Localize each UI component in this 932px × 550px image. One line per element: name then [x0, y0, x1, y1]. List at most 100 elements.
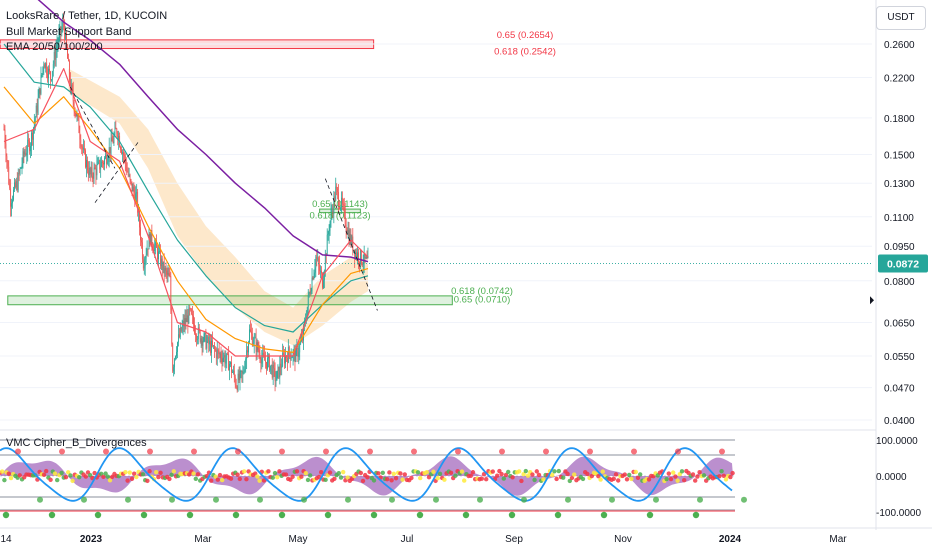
candle-body: [244, 369, 246, 372]
vwap-dot: [380, 470, 385, 476]
candle-body: [98, 160, 100, 162]
vwap-dot: [41, 472, 47, 478]
vwap-dot: [664, 476, 669, 482]
candle-body: [327, 234, 329, 236]
bottom-signal-dot: [370, 511, 378, 519]
candle-body: [238, 373, 240, 381]
vwap-dot: [336, 471, 341, 476]
vwap-dot: [147, 469, 152, 474]
sell-signal-dot: [59, 448, 65, 455]
bottom-signal-dot: [416, 511, 424, 519]
buy-signal-dot: [125, 496, 131, 503]
candle-body: [295, 348, 297, 362]
candle-body: [16, 181, 18, 191]
bottom-signal-dot: [554, 511, 562, 519]
candle-body: [248, 342, 249, 353]
candle-body: [186, 315, 188, 323]
vwap-dot: [600, 469, 605, 474]
candle-body: [174, 358, 176, 368]
candle-body: [24, 153, 26, 155]
candle-body: [337, 188, 339, 193]
candle-body: [232, 372, 233, 373]
vwap-dot: [107, 478, 113, 483]
vwap-dot: [723, 477, 729, 482]
vwap-dot: [341, 469, 346, 475]
vwap-dot: [140, 472, 146, 477]
price-tick-label: 0.0650: [884, 318, 915, 329]
candle-body: [9, 183, 11, 189]
candle-body: [331, 211, 333, 213]
vwap-dot: [2, 477, 7, 483]
fib-label-bottom-2: 0.618 (0.1123): [309, 211, 370, 222]
candle-body: [162, 261, 164, 271]
candle-body: [187, 315, 189, 324]
candle-body: [220, 353, 222, 359]
candle-body: [243, 371, 245, 373]
money-flow-area: [0, 456, 733, 496]
candle-body: [125, 163, 127, 171]
candle-body: [132, 186, 134, 192]
vwap-dot: [228, 476, 234, 481]
vwap-dot: [391, 471, 396, 477]
trendline-1: [94, 141, 139, 203]
candle-body: [198, 327, 200, 331]
osc-tick-label: -100.0000: [876, 508, 921, 519]
candle-body: [14, 182, 15, 190]
indicator-bull-market-support-band[interactable]: Bull Market Support Band: [6, 26, 132, 38]
vwap-dot: [453, 473, 458, 478]
candle-body: [299, 343, 301, 353]
candle-body: [6, 156, 8, 161]
indicator-vmc-cipher[interactable]: VMC Cipher_B_Divergences: [6, 437, 147, 449]
candle-body: [161, 258, 163, 271]
candle-body: [294, 350, 296, 362]
price-tick-label: 0.0800: [884, 277, 915, 288]
bottom-signal-dot: [2, 511, 10, 519]
vwap-dot: [345, 475, 350, 480]
indicator-ema[interactable]: EMA 20/50/100/200: [6, 41, 103, 53]
candle-body: [288, 347, 290, 353]
candle-body: [109, 147, 111, 154]
candle-body: [181, 326, 183, 332]
vwap-dot: [305, 477, 311, 483]
vwap-dot: [693, 478, 698, 483]
candle-body: [235, 384, 237, 388]
vwap-dot: [622, 472, 627, 477]
sell-signal-dot: [147, 448, 153, 455]
candle-body: [107, 158, 109, 162]
vwap-dot: [550, 472, 555, 478]
candle-body: [342, 203, 344, 206]
vwap-dot: [257, 478, 262, 483]
candle-body: [93, 167, 95, 179]
vwap-dot: [376, 471, 381, 476]
candle-body: [80, 139, 82, 147]
candle-body: [183, 321, 185, 327]
candle-body: [208, 336, 210, 345]
candle-body: [66, 32, 67, 48]
candle-body: [141, 242, 143, 260]
candle-body: [175, 356, 176, 359]
candle-body: [157, 247, 158, 260]
vwap-dot: [156, 474, 161, 480]
candle-body: [363, 253, 365, 264]
trendline-3: [324, 178, 378, 311]
buy-signal-dot: [697, 496, 703, 503]
candle-body: [281, 366, 283, 368]
vwap-dot: [66, 470, 71, 475]
bottom-signal-dot: [48, 511, 56, 519]
candle-body: [105, 154, 106, 159]
candle-body: [318, 258, 320, 265]
candle-body: [358, 252, 359, 262]
candle-body: [194, 324, 195, 334]
symbol-title[interactable]: LooksRare / Tether, 1D, KUCOIN: [6, 10, 168, 22]
candle-body: [344, 209, 346, 225]
candle-body: [213, 345, 214, 347]
candle-body: [261, 358, 263, 364]
candle-body: [366, 257, 368, 259]
ema-50-line: [3, 86, 369, 353]
candle-body: [40, 74, 42, 94]
currency-selector[interactable]: USDT: [876, 6, 926, 30]
fib-label-top-3: 0.618 (0.0742): [451, 286, 513, 297]
vwap-dot: [580, 476, 586, 482]
buy-signal-dot: [257, 496, 263, 503]
